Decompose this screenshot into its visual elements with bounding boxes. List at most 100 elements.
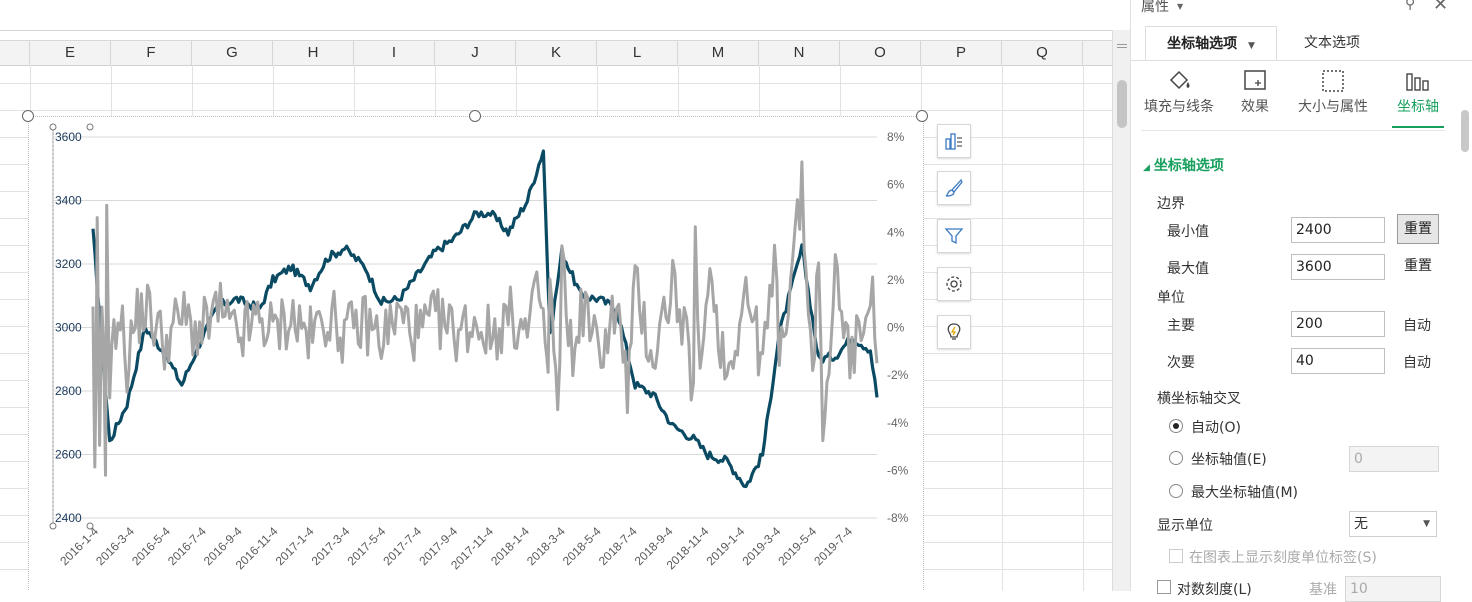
unit-label: 单位	[1157, 290, 1185, 306]
column-header-p[interactable]: P	[921, 41, 1002, 65]
x-tick-label: 2017-5-4	[344, 524, 388, 568]
log-scale-checkbox[interactable]	[1157, 580, 1171, 594]
radio-axis-value-label[interactable]: 坐标轴值(E)	[1191, 452, 1267, 468]
column-header-e[interactable]: E	[30, 41, 111, 65]
icon-tab-fill-line-label: 填充与线条	[1144, 99, 1214, 115]
major-unit-input[interactable]: 200	[1291, 311, 1385, 337]
x-tick-label: 2018-1-4	[488, 524, 532, 568]
chevron-down-icon: ▼	[1247, 41, 1255, 51]
max-value-input[interactable]: 3600	[1291, 254, 1385, 280]
reset-min-button[interactable]: 重置	[1397, 214, 1439, 244]
triangle-down-icon: ◢	[1143, 163, 1150, 173]
panel-scrollbar-thumb[interactable]	[1461, 110, 1469, 152]
column-header-h[interactable]: H	[273, 41, 354, 65]
tabs-divider	[1131, 60, 1472, 61]
gear-icon	[946, 276, 962, 292]
axis-handle-bottom-right	[86, 522, 94, 530]
formula-bar[interactable]	[0, 0, 1112, 31]
column-header-n[interactable]: N	[759, 41, 840, 65]
chart-settings-button[interactable]	[937, 267, 971, 301]
x-tick-label: 2018-3-4	[524, 524, 568, 568]
icon-tab-fill-line[interactable]: 填充与线条	[1137, 66, 1221, 116]
paint-bucket-icon	[1169, 70, 1190, 90]
tab-text-options[interactable]: 文本选项	[1304, 35, 1360, 51]
icon-tab-effects[interactable]: 效果	[1229, 66, 1281, 116]
resize-handle-top-center[interactable]	[469, 110, 481, 122]
y2-tick-label: 6%	[887, 178, 905, 192]
column-header-m[interactable]: M	[678, 41, 759, 65]
tab-axis-options[interactable]: 坐标轴选项 ▼	[1145, 26, 1277, 61]
y2-tick-label: 2%	[887, 273, 905, 287]
chevron-down-icon: ▼	[1423, 519, 1430, 529]
column-header-j[interactable]: J	[435, 41, 516, 65]
chevron-down-icon[interactable]: ▼	[1177, 2, 1184, 11]
radio-axis-value[interactable]	[1169, 451, 1183, 465]
chart-elements-button[interactable]	[937, 124, 971, 158]
chart-filter-button[interactable]	[937, 219, 971, 253]
display-units-label: 显示单位	[1157, 518, 1213, 534]
reset-max-button[interactable]: 重置	[1397, 252, 1439, 282]
sheet-vertical-scrollbar[interactable]	[1112, 30, 1131, 591]
y2-tick-label: 8%	[887, 130, 905, 144]
min-label: 最小值	[1167, 224, 1209, 240]
column-header-i[interactable]: I	[354, 41, 435, 65]
x-tick-label: 2016-1-4	[57, 524, 101, 568]
axis-value-input[interactable]: 0	[1349, 446, 1439, 472]
radio-auto[interactable]	[1169, 419, 1183, 433]
icon-tabs-divider	[1141, 130, 1445, 131]
column-header-k[interactable]: K	[516, 41, 597, 65]
y-tick-label: 3200	[55, 257, 82, 271]
min-value-input[interactable]: 2400	[1291, 217, 1385, 243]
column-header-f[interactable]: F	[111, 41, 192, 65]
minor-unit-input[interactable]: 40	[1291, 348, 1385, 374]
axis-handle-bottom	[49, 522, 57, 530]
x-tick-label: 2016-3-4	[93, 524, 137, 568]
row-gridline	[0, 83, 1112, 84]
resize-handle-top-right[interactable]	[916, 110, 928, 122]
active-tab-indicator	[1392, 126, 1444, 128]
chart-elements-icon	[945, 133, 962, 150]
radio-max-axis-value-label[interactable]: 最大坐标轴值(M)	[1191, 485, 1299, 501]
column-header-g[interactable]: G	[192, 41, 273, 65]
line-chart[interactable]: 2400 2600 2800 3000 3200 3400 3600 8% 6% 4% 2% 0% -2…	[29, 117, 923, 591]
column-gridline	[1083, 65, 1084, 591]
column-header-partial[interactable]	[0, 41, 30, 65]
major-auto-button[interactable]: 自动	[1403, 318, 1431, 334]
show-units-label-text: 在图表上显示刻度单位标签(S)	[1189, 550, 1377, 566]
column-header-q[interactable]: Q	[1002, 41, 1083, 65]
chart-style-button[interactable]	[937, 171, 971, 205]
icon-tab-effects-label: 效果	[1241, 99, 1269, 115]
icon-tab-axis[interactable]: 坐标轴	[1389, 66, 1447, 116]
scrollbar-thumb[interactable]	[1117, 80, 1127, 128]
panel-title: 属性	[1141, 0, 1169, 15]
close-icon[interactable]: ✕	[1433, 0, 1449, 15]
resize-handle-top-left[interactable]	[22, 110, 34, 122]
log-scale-label[interactable]: 对数刻度(L)	[1177, 582, 1252, 598]
series-line-dark	[91, 149, 879, 489]
column-header-o[interactable]: O	[840, 41, 921, 65]
log-base-input[interactable]: 10	[1345, 576, 1441, 602]
radio-max-axis-value[interactable]	[1169, 484, 1183, 498]
effects-icon	[1244, 70, 1266, 90]
minor-auto-button[interactable]: 自动	[1403, 355, 1431, 371]
row-gridline	[0, 110, 1112, 111]
pin-icon[interactable]: ⚲	[1405, 0, 1416, 12]
chart-ideas-button[interactable]	[937, 315, 971, 349]
display-units-select[interactable]: 无 ▼	[1349, 511, 1437, 537]
y2-tick-label: 0%	[887, 321, 905, 335]
radio-auto-label[interactable]: 自动(O)	[1191, 420, 1241, 436]
scrollbar-grip-icon	[1117, 44, 1127, 45]
x-tick-label: 2017-1-4	[273, 524, 317, 568]
x-tick-label: 2019-1-4	[704, 524, 748, 568]
base-label: 基准	[1309, 582, 1337, 598]
max-label: 最大值	[1167, 261, 1209, 277]
icon-tab-size-properties-label: 大小与属性	[1298, 99, 1368, 115]
y-tick-label: 2800	[55, 384, 82, 398]
icon-tab-axis-label: 坐标轴	[1397, 99, 1439, 115]
column-header-l[interactable]: L	[597, 41, 678, 65]
chart-container[interactable]: 2400 2600 2800 3000 3200 3400 3600 8% 6% 4% 2% 0% -2…	[28, 116, 924, 591]
axis-options-section-header[interactable]: ◢ 坐标轴选项	[1143, 155, 1224, 175]
icon-tab-size-properties[interactable]: 大小与属性	[1289, 66, 1377, 116]
show-units-label-checkbox[interactable]	[1169, 549, 1183, 563]
